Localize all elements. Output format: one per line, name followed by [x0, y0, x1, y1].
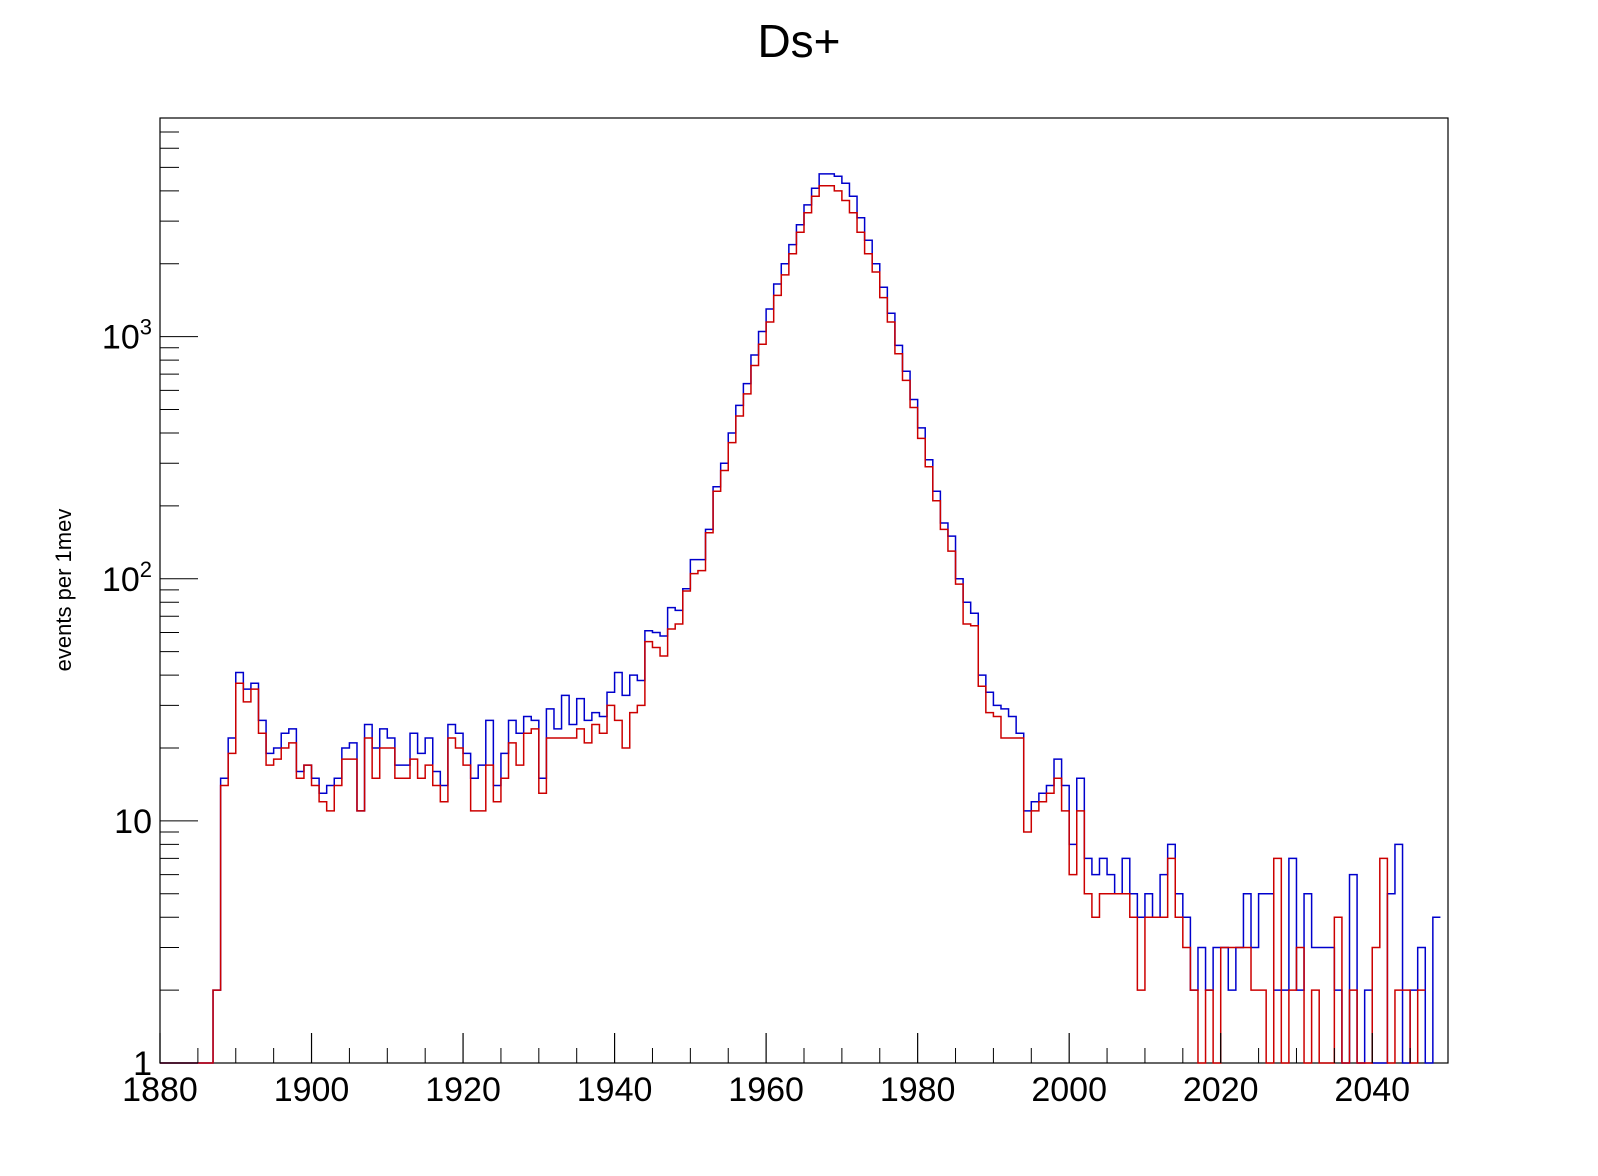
y-tick-label: 102 [102, 557, 152, 599]
y-tick-label: 10 [114, 803, 152, 841]
plot-frame [159, 117, 1449, 1064]
y-tick-label: 103 [102, 315, 152, 357]
series-layer [160, 173, 1441, 1064]
x-tick-label: 2020 [1183, 1071, 1259, 1109]
x-tick-label: 1940 [577, 1071, 653, 1109]
x-tick-label: 2040 [1334, 1071, 1410, 1109]
x-tick-label: 1920 [425, 1071, 501, 1109]
series-line-2 [160, 185, 1426, 1064]
y-axis-label: events per 1mev [51, 509, 76, 672]
x-tick-label: 2000 [1031, 1071, 1107, 1109]
x-tick-label: 1960 [728, 1071, 804, 1109]
axis-layer: 1880 1900 1920 1940 1960 1980 2000 2020 2040 1 10 1… [102, 117, 1449, 1109]
y-tick-label: 1 [133, 1045, 152, 1083]
chart-title: Ds+ [757, 15, 840, 67]
series-line-1 [160, 173, 1441, 1064]
x-tick-label: 1880 [122, 1071, 198, 1109]
x-tick-label: 1980 [880, 1071, 956, 1109]
x-tick-label: 1900 [274, 1071, 350, 1109]
